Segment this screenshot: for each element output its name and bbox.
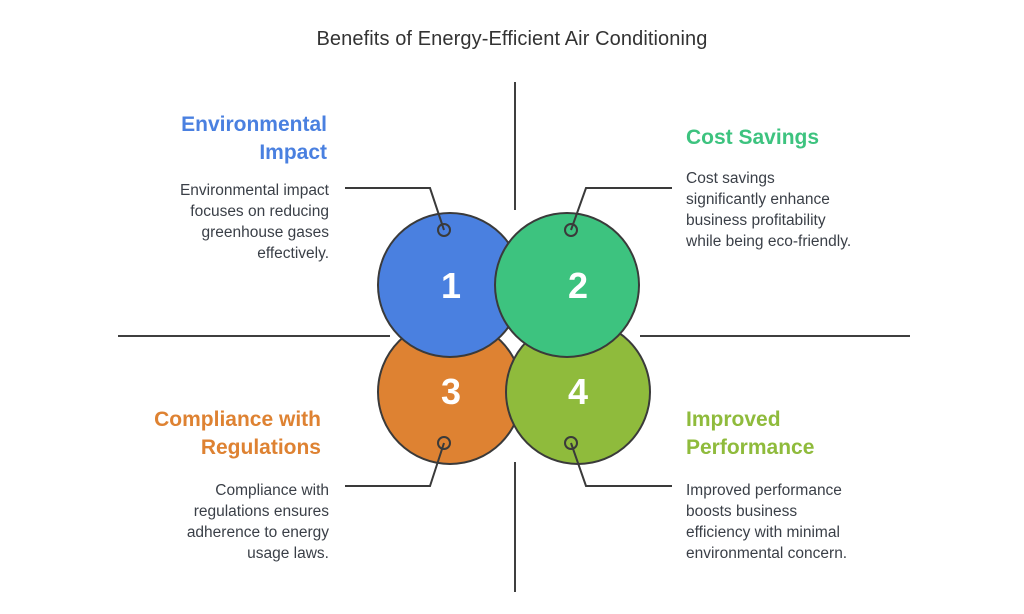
number-2: 2 xyxy=(568,265,588,306)
connector-2 xyxy=(570,187,672,231)
number-3: 3 xyxy=(441,371,461,412)
circle-2 xyxy=(494,212,640,358)
description-compliance: Compliance with regulations ensures adhe… xyxy=(186,482,329,562)
description-improved-performance: Improved performance boosts business eff… xyxy=(686,482,848,562)
connector-3 xyxy=(345,442,445,487)
anchor-dot-1 xyxy=(437,223,451,237)
diagram-title: Benefits of Energy-Efficient Air Conditi… xyxy=(316,28,708,50)
heading-environmental-impact: Environmental Impact xyxy=(181,113,327,164)
heading-cost-savings: Cost Savings xyxy=(686,126,820,149)
description-environmental-impact: Environmental impact focuses on reducing… xyxy=(179,182,329,262)
heading-compliance: Compliance with Regulations xyxy=(154,408,321,459)
heading-improved-performance: Improved Performance xyxy=(686,408,815,459)
anchor-dot-3 xyxy=(437,436,451,450)
connector-1 xyxy=(345,187,445,231)
number-1: 1 xyxy=(441,265,461,306)
anchor-dot-4 xyxy=(564,436,578,450)
connector-4 xyxy=(570,442,672,487)
number-4: 4 xyxy=(568,371,588,412)
anchor-dot-2 xyxy=(564,223,578,237)
description-cost-savings: Cost savings significantly enhance busin… xyxy=(686,170,852,250)
